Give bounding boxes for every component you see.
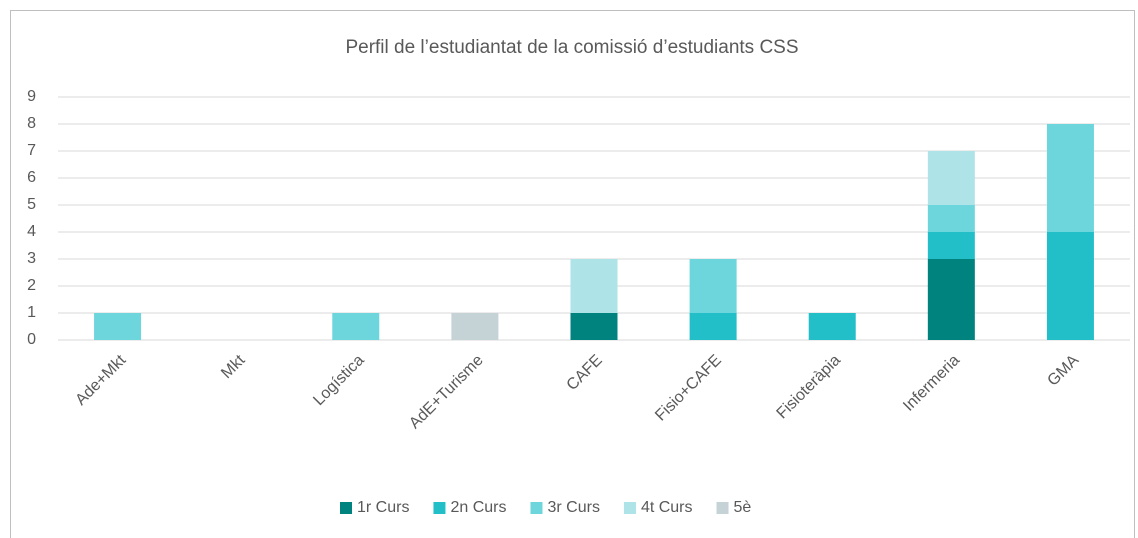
bar-segment xyxy=(927,151,975,205)
legend-swatch xyxy=(623,502,636,514)
bar-segment xyxy=(1046,232,1094,340)
legend-label: 3r Curs xyxy=(547,499,599,516)
y-tick-label: 1 xyxy=(27,304,36,321)
y-tick-label: 8 xyxy=(27,115,36,132)
legend-swatch xyxy=(530,502,543,514)
y-tick-label: 5 xyxy=(27,196,36,213)
bar-segment xyxy=(927,259,975,340)
bar-segment xyxy=(332,313,380,340)
legend-label: 2n Curs xyxy=(450,499,506,516)
y-tick-label: 7 xyxy=(27,142,36,159)
legend-label: 5è xyxy=(734,499,752,516)
bar-segment xyxy=(689,259,737,313)
bar-segment xyxy=(451,313,499,340)
bar-segment xyxy=(570,259,618,313)
y-tick-label: 6 xyxy=(27,169,36,186)
legend-swatch xyxy=(716,502,729,514)
y-tick-label: 4 xyxy=(27,223,36,240)
legend-label: 4t Curs xyxy=(641,499,693,516)
bar-segment xyxy=(94,313,142,340)
bar-segment xyxy=(689,313,737,340)
bar-segment xyxy=(1046,124,1094,232)
y-tick-label: 9 xyxy=(27,88,36,105)
y-tick-label: 0 xyxy=(27,331,36,348)
bar-segment xyxy=(808,313,856,340)
y-tick-label: 3 xyxy=(27,250,36,267)
y-tick-label: 2 xyxy=(27,277,36,294)
bar-segment xyxy=(927,205,975,232)
legend-label: 1r Curs xyxy=(357,499,409,516)
bar-segment xyxy=(927,232,975,259)
bar-segment xyxy=(570,313,618,340)
legend-swatch xyxy=(433,502,446,514)
chart-title: Perfil de l’estudiantat de la comissió d… xyxy=(345,37,798,58)
legend-swatch xyxy=(340,502,352,514)
